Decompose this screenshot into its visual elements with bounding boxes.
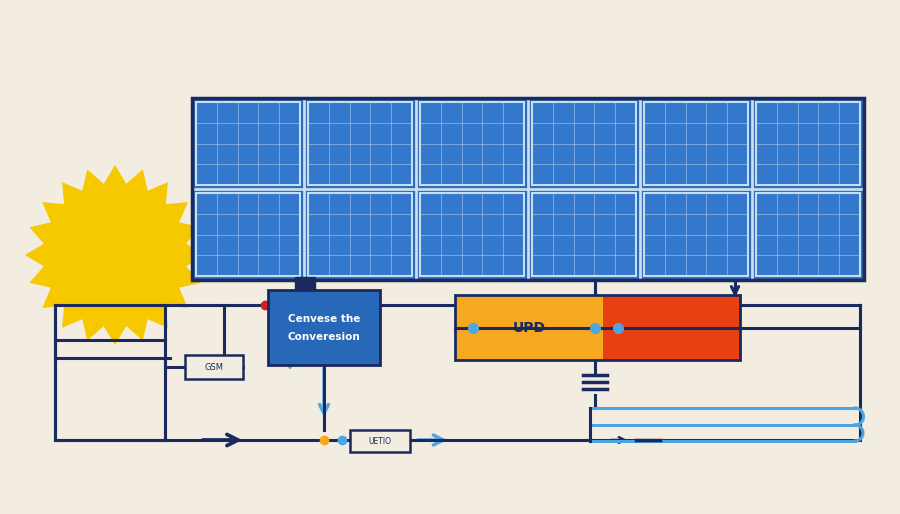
Circle shape (54, 194, 176, 316)
FancyBboxPatch shape (350, 430, 410, 452)
FancyBboxPatch shape (603, 295, 740, 360)
Text: Converesion: Converesion (288, 333, 360, 342)
FancyBboxPatch shape (308, 102, 412, 185)
Text: UPD: UPD (512, 321, 545, 335)
FancyBboxPatch shape (196, 193, 300, 276)
FancyBboxPatch shape (532, 193, 636, 276)
Text: UETIO: UETIO (368, 436, 392, 446)
FancyBboxPatch shape (268, 290, 380, 365)
FancyBboxPatch shape (295, 277, 315, 305)
FancyBboxPatch shape (308, 193, 412, 276)
FancyBboxPatch shape (644, 193, 748, 276)
FancyBboxPatch shape (756, 102, 860, 185)
Text: GSM: GSM (204, 362, 223, 372)
FancyBboxPatch shape (756, 193, 860, 276)
Text: Cenvese the: Cenvese the (288, 315, 360, 324)
FancyBboxPatch shape (644, 102, 748, 185)
FancyBboxPatch shape (420, 193, 524, 276)
FancyBboxPatch shape (185, 355, 243, 379)
FancyBboxPatch shape (196, 102, 300, 185)
FancyBboxPatch shape (455, 295, 603, 360)
FancyBboxPatch shape (420, 102, 524, 185)
Polygon shape (25, 165, 205, 345)
FancyBboxPatch shape (532, 102, 636, 185)
FancyBboxPatch shape (192, 98, 864, 280)
